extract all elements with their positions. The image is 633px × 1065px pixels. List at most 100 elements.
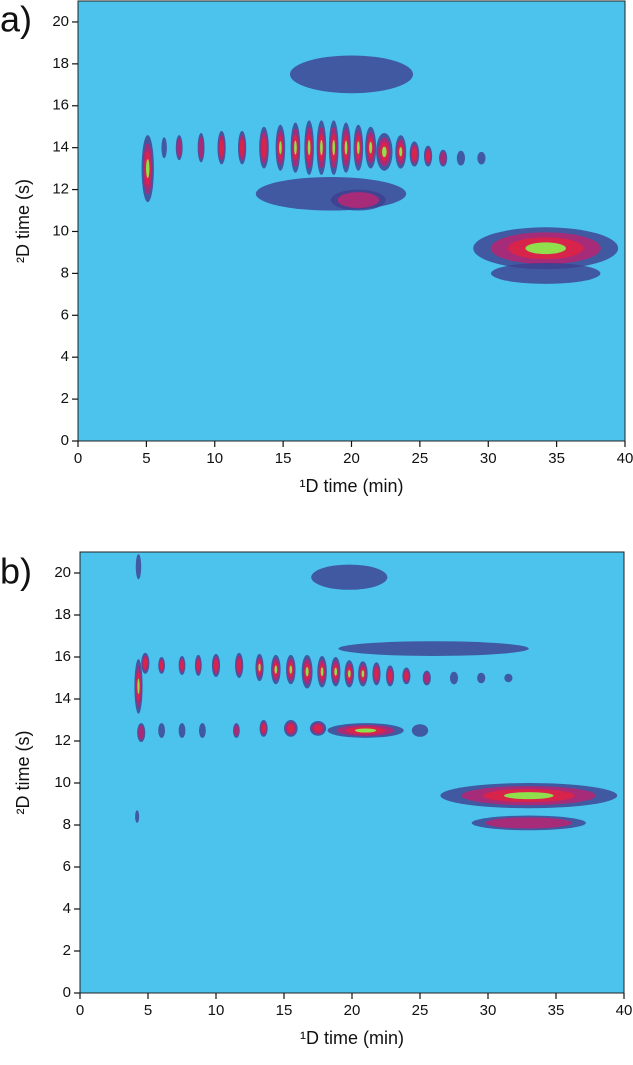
y-tick-label: 12 [52,181,69,198]
contour-peak [143,657,148,669]
x-tick-label: 40 [616,1002,633,1019]
contour-peak [176,138,182,158]
contour-peak [279,141,282,155]
contour-peak [305,666,309,677]
x-tick-label: 5 [142,450,150,467]
contour-peak [344,140,348,155]
contour-peak [411,147,417,161]
x-tick-label: 35 [548,450,565,467]
contour-peak [158,723,166,738]
contour-peak [294,140,297,155]
x-tick-label: 40 [617,450,633,467]
contour-peak [490,262,601,284]
contour-peak [261,724,266,733]
y-tick-label: 8 [63,816,71,833]
contour-peak [199,723,206,738]
contour-area [141,55,619,284]
contour-peak [334,667,338,676]
y-tick-label: 8 [61,264,69,281]
contour-peak [411,724,429,737]
y-tick-label: 20 [54,564,71,581]
contour-peak [456,150,466,166]
panel-label: b) [0,551,32,592]
contour-peak [423,672,430,684]
contour-peak [313,724,323,733]
y-tick-label: 16 [54,648,71,665]
contour-peak [258,663,261,672]
y-tick-label: 12 [54,732,71,749]
y-tick-label: 18 [52,55,69,72]
contour-peak [255,177,407,211]
y-tick-label: 20 [52,13,69,30]
contour-peak [219,138,224,157]
contour-peak [361,670,365,678]
contour-peak [332,140,336,156]
contour-peak [236,658,242,672]
contour-peak [289,665,293,674]
plot-background [80,552,624,993]
y-tick-label: 6 [61,306,69,323]
y-tick-label: 2 [63,942,71,959]
x-tick-label: 20 [344,1002,361,1019]
x-tick-label: 25 [412,450,429,467]
contour-area [134,554,618,831]
contour-peak [261,136,267,159]
contour-peak [337,192,380,209]
x-tick-label: 15 [275,450,292,467]
contour-peak [354,728,377,733]
x-tick-label: 20 [343,450,360,467]
contour-peak [504,792,554,800]
contour-peak [180,660,184,671]
contour-peak [233,724,239,737]
x-tick-label: 30 [480,450,497,467]
contour-peak [338,641,529,656]
contour-peak [287,724,295,733]
contour-peak [135,810,140,823]
y-axis-label: ²D time (s) [13,731,33,815]
y-tick-label: 4 [61,348,69,365]
y-tick-label: 14 [52,139,69,156]
contour-peak [477,151,486,165]
x-tick-label: 0 [74,450,82,467]
contour-peak [485,817,573,829]
x-tick-label: 10 [208,1002,225,1019]
x-tick-label: 25 [412,1002,429,1019]
contour-peak [504,673,513,683]
y-tick-label: 10 [54,774,71,791]
contour-peak [137,678,140,695]
y-tick-label: 0 [61,432,69,449]
contour-peak [311,564,388,590]
y-tick-label: 4 [63,900,71,917]
x-tick-label: 35 [548,1002,565,1019]
contour-peak [213,659,219,672]
contour-peak [198,136,204,159]
y-tick-label: 10 [52,222,69,239]
contour-peak [440,151,447,165]
contour-peak [196,659,201,671]
contour-peak [374,667,379,680]
y-tick-label: 16 [52,97,69,114]
contour-peak [425,150,431,162]
y-tick-label: 18 [54,606,71,623]
y-axis-label: ²D time (s) [13,179,33,263]
contour-peak [320,667,324,677]
x-axis-label: ¹D time (min) [300,1028,404,1048]
contour-peak [307,140,311,156]
x-tick-label: 15 [276,1002,293,1019]
contour-peak [159,661,164,670]
contour-peak [178,723,186,738]
contour-peak [399,147,403,157]
panel-label: a) [0,0,32,40]
contour-peak [274,665,278,674]
contour-peak [369,141,373,154]
contour-peak [239,138,245,157]
x-axis-label: ¹D time (min) [300,476,404,496]
contour-peak [347,669,351,678]
y-tick-label: 6 [63,858,71,875]
contour-peak [138,725,145,740]
contour-peak [382,146,387,158]
contour-peak [135,554,142,580]
contour-peak [525,242,566,255]
